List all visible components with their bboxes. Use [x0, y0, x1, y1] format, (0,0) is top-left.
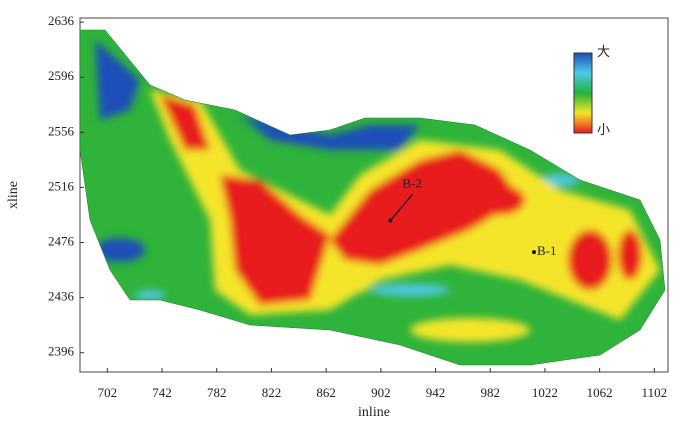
well-point — [531, 250, 536, 255]
colorbar-min-label: 小 — [597, 122, 610, 137]
x-tick-label: 702 — [98, 385, 118, 400]
x-tick-label: 822 — [262, 385, 282, 400]
y-tick-label: 2476 — [48, 234, 75, 249]
y-tick-label: 2556 — [48, 123, 75, 138]
x-tick-label: 862 — [316, 385, 336, 400]
colorbar — [573, 52, 593, 134]
x-tick-label: 1102 — [642, 385, 668, 400]
y-tick-label: 2436 — [48, 289, 75, 304]
x-tick-label: 1022 — [532, 385, 558, 400]
well-label: B-1 — [537, 243, 557, 258]
x-tick-label: 942 — [426, 385, 446, 400]
well-leader — [389, 194, 413, 221]
colorbar-max-label: 大 — [597, 44, 610, 59]
x-axis-label: inline — [358, 405, 390, 420]
y-axis-label: xline — [6, 181, 21, 209]
y-tick-label: 2596 — [48, 68, 75, 83]
x-tick-label: 902 — [371, 385, 391, 400]
well-label: B-2 — [402, 175, 422, 190]
y-tick-label: 2636 — [48, 13, 75, 28]
x-tick-label: 1062 — [587, 385, 613, 400]
y-tick-label: 2516 — [48, 178, 75, 193]
x-tick-label: 742 — [152, 385, 172, 400]
x-tick-label: 982 — [480, 385, 500, 400]
region-outline — [79, 29, 666, 366]
y-tick-label: 2396 — [48, 344, 75, 359]
x-tick-label: 782 — [207, 385, 227, 400]
